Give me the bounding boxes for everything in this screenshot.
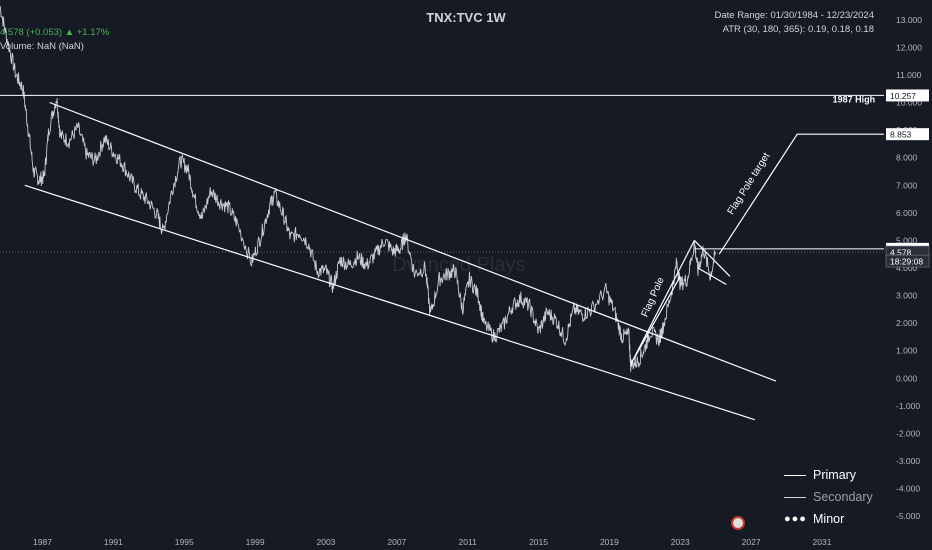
- drawing-flag-pole-target: [718, 133, 884, 255]
- y-tick-label: -1.000: [896, 401, 920, 411]
- x-tick-label: 2031: [813, 537, 832, 547]
- y-tick-label: 3.000: [896, 291, 918, 301]
- price-label-box: [885, 254, 930, 268]
- date-range: Date Range: 01/30/1984 - 12/23/2024: [714, 10, 874, 21]
- y-tick-label: 4.000: [896, 263, 918, 273]
- y-tick-label: 1.000: [896, 346, 918, 356]
- annotation-1: Flag Pole: [640, 275, 667, 318]
- price-label-box: [886, 89, 929, 102]
- drawing-channel-lower: [24, 184, 755, 421]
- indicator-info: Date Range: 01/30/1984 - 12/23/2024 ATR …: [714, 9, 874, 37]
- y-tick-label: 12.000: [896, 42, 922, 52]
- annotation-0: 1987 High: [833, 95, 876, 105]
- price-label-text: 8.853: [890, 130, 912, 140]
- x-tick-label: 1999: [246, 537, 265, 547]
- y-tick-label: -3.000: [896, 456, 920, 466]
- drawing-flag-upper: [693, 239, 731, 277]
- y-tick-label: 7.000: [896, 180, 918, 190]
- minor-dots-icon: ●●●: [784, 513, 807, 525]
- y-tick-label: -5.000: [896, 511, 920, 521]
- price-label-1: 8.853: [886, 128, 929, 141]
- y-tick-label: 0.000: [896, 373, 918, 383]
- x-tick-label: 2007: [387, 537, 406, 547]
- price-change: 4.578 (+0.053) ▲ +1.17%: [0, 27, 110, 38]
- x-tick-label: 2011: [459, 537, 478, 547]
- x-tick-label: 2015: [529, 537, 548, 547]
- x-tick-label: 1991: [104, 537, 123, 547]
- price-label-box: [886, 128, 929, 141]
- x-tick-label: 1995: [175, 537, 194, 547]
- y-tick-label: 6.000: [896, 208, 918, 218]
- y-tick-label: 13.000: [896, 15, 922, 25]
- atr-readout: ATR (30, 180, 365): 0.19, 0.18, 0.18: [722, 24, 874, 35]
- drawing-flag-pole-lower: [630, 276, 681, 365]
- y-tick-label: -2.000: [896, 428, 920, 438]
- x-tick-label: 2027: [742, 537, 761, 547]
- primary-swatch: [784, 474, 806, 476]
- price-series-line: [0, 5, 717, 372]
- legend: Primary Secondary ●●● Minor: [784, 464, 873, 530]
- x-tick-label: 2023: [671, 537, 690, 547]
- price-label-0: 10.257: [886, 89, 929, 102]
- y-tick-label: 5.000: [896, 235, 918, 245]
- x-tick-label: 2019: [600, 537, 619, 547]
- secondary-swatch: [784, 496, 806, 498]
- drawing-flag-lower: [697, 267, 727, 286]
- price-label-text: 18:29:08: [890, 257, 923, 267]
- y-tick-label: 8.000: [896, 153, 918, 163]
- y-tick-label: 2.000: [896, 318, 918, 328]
- legend-secondary: Secondary: [784, 486, 873, 508]
- x-tick-label: 2003: [317, 537, 336, 547]
- drawing-channel-upper: [49, 101, 777, 382]
- y-tick-label: -4.000: [896, 484, 920, 494]
- legend-primary: Primary: [784, 464, 873, 486]
- drawing-flag-pole: [630, 240, 695, 365]
- symbol-title: TNX:TVC 1W: [426, 10, 506, 25]
- legend-minor: ●●● Minor: [784, 512, 845, 526]
- status-info: 4.578 (+0.053) ▲ +1.17% Volume: NaN (NaN…: [0, 26, 109, 54]
- x-tick-label: 1987: [33, 537, 52, 547]
- price-label-text: 10.257: [890, 91, 916, 101]
- price-label-text: 4.578: [890, 248, 912, 258]
- tradingview-logo-icon[interactable]: [731, 516, 745, 530]
- volume-readout: Volume: NaN (NaN): [0, 41, 84, 52]
- y-tick-label: 10.000: [896, 98, 922, 108]
- price-label-4: 18:29:08: [885, 254, 930, 268]
- y-tick-label: 11.000: [896, 70, 922, 80]
